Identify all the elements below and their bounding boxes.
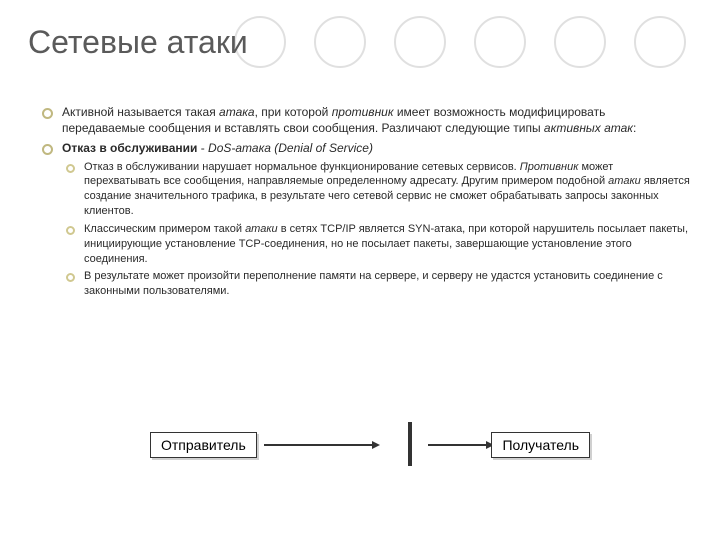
bullet-dos: Отказ в обслуживании - DoS-атака (Denial… [40, 140, 690, 299]
text: Активной называется такая [62, 105, 219, 119]
circle-icon [634, 16, 686, 68]
sub-bullet-3: В результате может произойти переполнени… [62, 269, 690, 299]
text-em: атаки [245, 223, 278, 235]
text: : [633, 121, 636, 135]
circle-icon [314, 16, 366, 68]
dos-diagram: Отправитель Получатель [150, 430, 590, 490]
text: - [197, 141, 208, 155]
text-strong: Отказ в обслуживании [62, 141, 197, 155]
text: , при которой [255, 105, 332, 119]
page-title: Сетевые атаки [28, 24, 248, 61]
arrow-line [428, 444, 488, 446]
arrow-head-icon [372, 441, 380, 449]
text-em: атаки [608, 175, 641, 187]
text: Классическим примером такой [84, 223, 245, 235]
text-em: атака [219, 105, 255, 119]
circle-icon [474, 16, 526, 68]
text-em: DoS-атака (Denial of Service) [208, 141, 373, 155]
arrow-line [264, 444, 374, 446]
sub-bullet-2: Классическим примером такой атаки в сетя… [62, 222, 690, 267]
sub-bullet-1: Отказ в обслуживании нарушает нормальное… [62, 160, 690, 219]
text-em: Противник [520, 161, 579, 173]
circle-icon [394, 16, 446, 68]
text: В результате может произойти переполнени… [84, 270, 663, 297]
slide-content: Активной называется такая атака, при кот… [40, 104, 690, 303]
bullet-active-attack: Активной называется такая атака, при кот… [40, 104, 690, 136]
circle-icon [554, 16, 606, 68]
text: Отказ в обслуживании нарушает нормальное… [84, 161, 520, 173]
node-receiver: Получатель [491, 432, 590, 458]
node-sender: Отправитель [150, 432, 257, 458]
text-em: противник [332, 105, 394, 119]
text-em: активных атак [544, 121, 633, 135]
barrier-icon [408, 422, 412, 466]
